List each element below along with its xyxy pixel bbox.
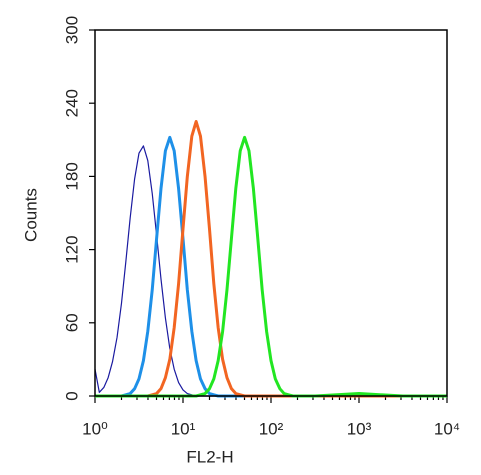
- x-tick-label: 10²: [259, 419, 284, 438]
- y-tick-label: 120: [62, 235, 81, 263]
- y-axis-label: Counts: [21, 188, 40, 242]
- y-tick-label: 300: [62, 16, 81, 44]
- x-tick-label: 10⁴: [434, 419, 460, 438]
- y-tick-label: 240: [62, 89, 81, 117]
- x-tick-label: 10¹: [171, 419, 196, 438]
- y-tick-label: 180: [62, 162, 81, 190]
- x-tick-label: 10³: [347, 419, 372, 438]
- histogram-line: [95, 135, 447, 398]
- plot-frame: [94, 29, 448, 397]
- y-tick-label: 60: [62, 313, 81, 332]
- y-tick-label: 0: [62, 391, 81, 400]
- x-tick-label: 10⁰: [82, 419, 108, 438]
- x-axis-label: FL2-H: [186, 447, 233, 466]
